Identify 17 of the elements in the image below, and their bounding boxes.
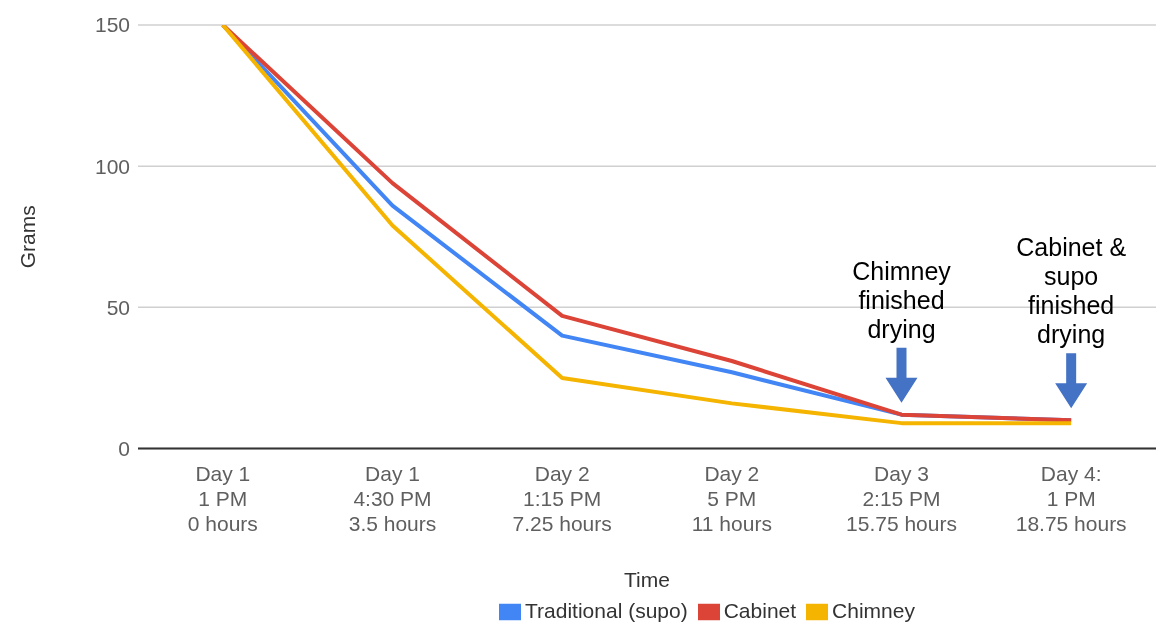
x-tick-label: Day 1 1 PM 0 hours <box>187 461 258 535</box>
x-tick-label: Day 2 1:15 PM 7.25 hours <box>512 461 612 535</box>
x-tick-label: Day 1 4:30 PM 3.5 hours <box>348 461 437 535</box>
y-tick-label: 100 <box>94 154 130 178</box>
legend-label: Cabinet <box>723 598 797 622</box>
legend-label: Chimney <box>832 598 915 622</box>
y-axis-title: Grams <box>16 205 40 269</box>
x-tick-label: Day 3 2:15 PM 15.75 hours <box>846 461 957 535</box>
annotation: Chimney finished drying <box>852 256 952 343</box>
x-tick-label: Day 4: 1 PM 18.75 hours <box>1015 461 1127 535</box>
legend-label: Traditional (supo) <box>525 598 688 622</box>
y-tick-label: 0 <box>118 437 130 460</box>
x-tick-label: Day 2 5 PM 11 hours <box>691 461 772 535</box>
x-axis-title: Time <box>624 567 670 591</box>
y-tick-label: 50 <box>106 295 130 319</box>
y-tick-label: 150 <box>94 13 130 37</box>
annotation: Cabinet & supo finished drying <box>1016 233 1127 349</box>
